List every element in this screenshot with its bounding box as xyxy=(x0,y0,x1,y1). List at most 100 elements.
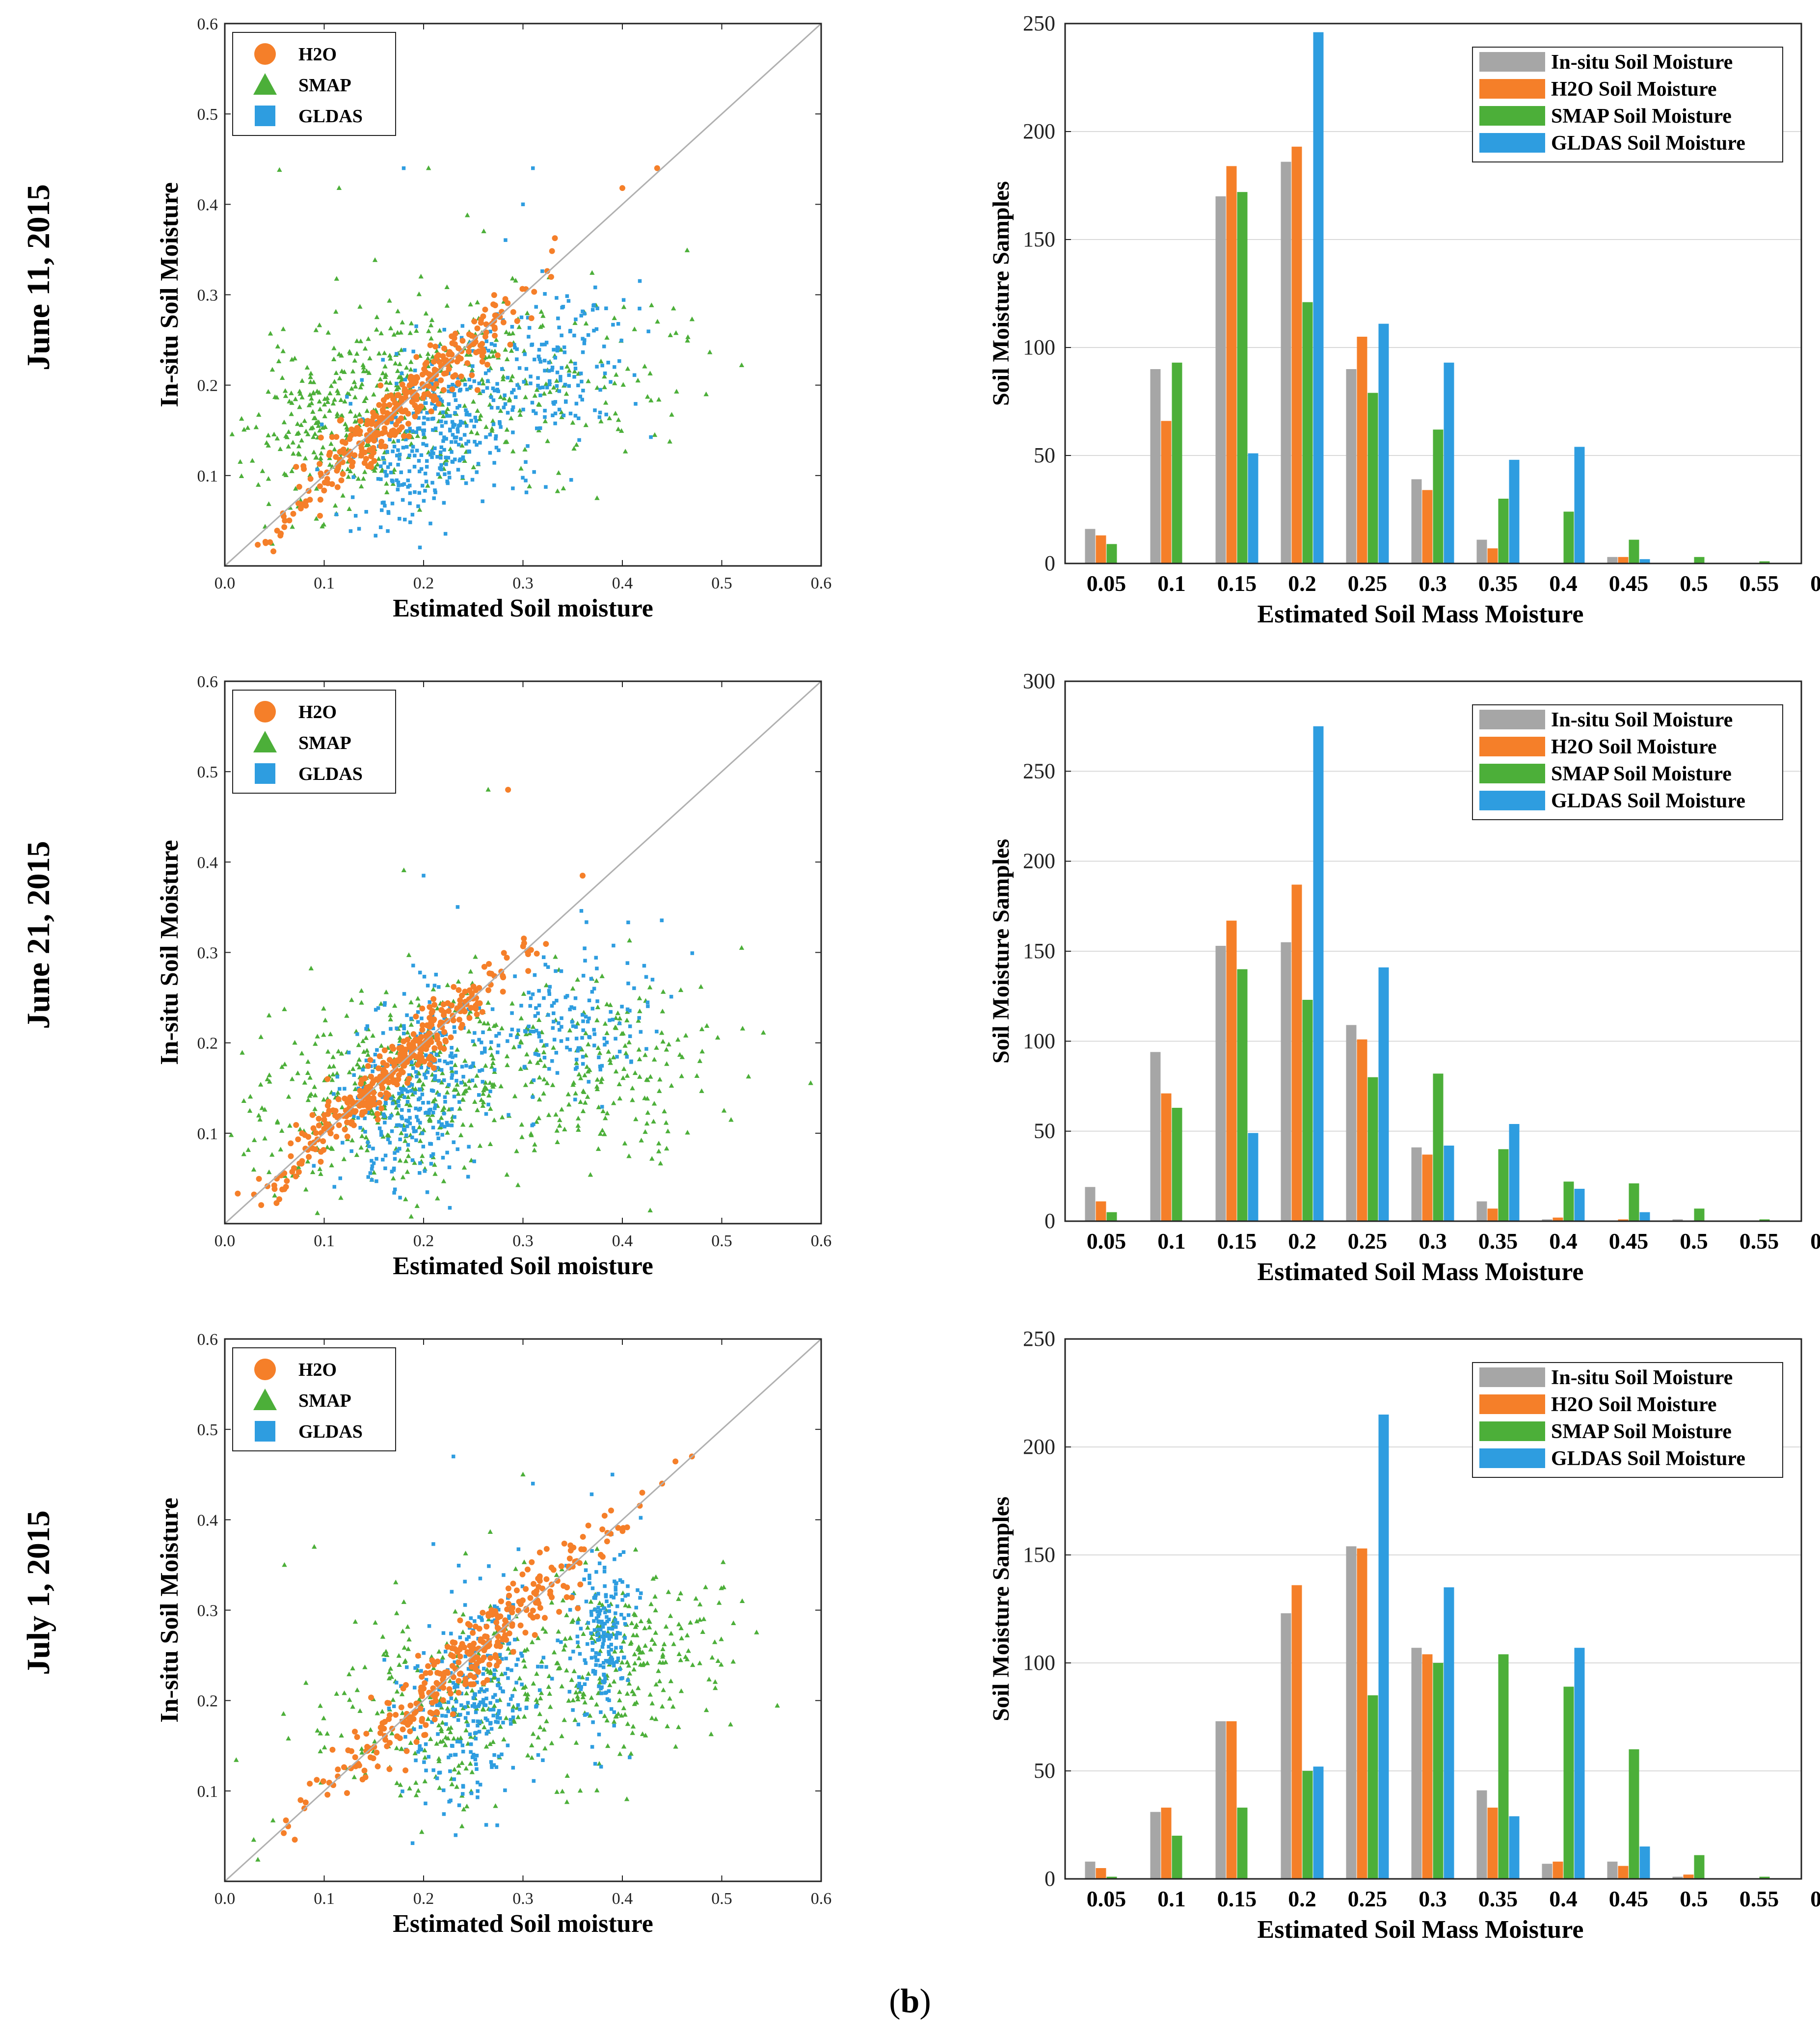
smap-point xyxy=(408,1022,414,1027)
smap-point xyxy=(389,1674,394,1679)
gldas-point xyxy=(395,454,399,457)
gldas-point xyxy=(524,1706,529,1710)
bar xyxy=(1357,1548,1367,1879)
smap-point xyxy=(562,1636,568,1641)
h2o-point xyxy=(423,1670,429,1676)
plot-frame xyxy=(1064,23,1802,564)
gldas-point xyxy=(625,961,630,965)
h2o-point xyxy=(481,1680,487,1686)
scatter-plot: 0.0 0.1 0.2 0.3 0.4 0.5 0.60.10.20.30.40.50.6E… xyxy=(156,1331,831,1938)
gldas-point xyxy=(611,322,615,327)
gldas-point xyxy=(451,382,455,387)
h2o-point xyxy=(483,329,489,336)
plot-frame xyxy=(1064,1338,1802,1880)
h2o-point xyxy=(522,1630,529,1636)
gldas-point xyxy=(411,349,415,353)
x-tick-label: 0.0 xyxy=(214,574,236,592)
smap-point xyxy=(448,446,453,452)
gldas-point xyxy=(355,1032,359,1036)
gldas-point xyxy=(478,1069,482,1073)
smap-point xyxy=(240,1050,245,1055)
smap-point xyxy=(678,1590,684,1596)
gldas-point xyxy=(358,1125,362,1130)
smap-point xyxy=(369,1107,375,1113)
gldas-point xyxy=(474,1762,478,1766)
smap-point xyxy=(437,1785,442,1790)
gldas-point xyxy=(554,1051,559,1055)
gldas-point xyxy=(348,529,353,533)
smap-point xyxy=(251,1137,257,1142)
smap-point xyxy=(428,336,434,341)
gldas-point xyxy=(598,388,602,392)
smap-point xyxy=(600,1127,605,1133)
gldas-point xyxy=(455,1739,459,1743)
legend-label: GLDAS xyxy=(298,764,363,784)
legend-label: SMAP xyxy=(298,1391,351,1411)
y-tick-label: 0.4 xyxy=(197,854,218,872)
gldas-point xyxy=(459,1703,463,1707)
gldas-point xyxy=(623,1636,627,1640)
gldas-point xyxy=(402,1031,406,1036)
gldas-point xyxy=(552,348,556,352)
h2o-point xyxy=(389,1043,396,1050)
smap-point xyxy=(305,1070,311,1075)
x-category-label: 0.25 xyxy=(1348,1886,1388,1911)
smap-point xyxy=(505,1062,510,1068)
h2o-point xyxy=(401,433,407,439)
h2o-point xyxy=(333,454,339,460)
gldas-point xyxy=(461,1074,465,1079)
smap-point xyxy=(694,1073,700,1078)
smap-point xyxy=(401,1645,407,1650)
smap-point xyxy=(329,430,335,435)
h2o-point xyxy=(278,531,284,537)
gldas-point xyxy=(453,1030,457,1034)
smap-point xyxy=(362,469,368,474)
h2o-point xyxy=(441,1029,448,1035)
smap-point xyxy=(266,1013,272,1017)
smap-point xyxy=(389,1731,395,1736)
h2o-point xyxy=(449,340,455,347)
h2o-point xyxy=(324,1076,331,1082)
gldas-point xyxy=(422,975,427,979)
gldas-point xyxy=(484,1732,489,1736)
smap-point xyxy=(693,1596,699,1601)
gldas-point xyxy=(437,1120,441,1124)
smap-point xyxy=(617,1697,622,1703)
smap-point xyxy=(622,1043,628,1048)
smap-point xyxy=(694,1618,700,1624)
smap-point xyxy=(281,1711,286,1716)
gldas-point xyxy=(360,378,364,382)
bar xyxy=(1639,1846,1650,1879)
h2o-point xyxy=(419,1005,426,1012)
gldas-point xyxy=(392,445,397,449)
gldas-point xyxy=(448,1054,453,1058)
h2o-point xyxy=(469,372,475,378)
gldas-point xyxy=(480,1041,483,1044)
gldas-point xyxy=(489,395,493,399)
h2o-point xyxy=(378,443,384,450)
smap-point xyxy=(647,985,653,990)
gldas-point xyxy=(521,202,525,207)
gldas-point xyxy=(422,432,426,436)
h2o-point xyxy=(475,1646,482,1653)
smap-point xyxy=(688,1620,693,1625)
h2o-point xyxy=(386,1700,392,1707)
x-category-label: 0.6 xyxy=(1810,571,1820,596)
smap-point xyxy=(462,1058,468,1063)
h2o-point xyxy=(455,1689,462,1696)
gldas-point xyxy=(515,383,519,387)
gldas-point xyxy=(510,390,514,395)
gldas-point xyxy=(470,1078,475,1082)
smap-point xyxy=(289,1076,295,1081)
smap-point xyxy=(578,1075,584,1080)
bar xyxy=(1552,1217,1563,1221)
gldas-point xyxy=(532,1078,536,1082)
gldas-point xyxy=(583,338,587,342)
smap-point xyxy=(631,1666,637,1672)
smap-point xyxy=(258,1082,264,1087)
h2o-point xyxy=(400,1726,406,1733)
gldas-point xyxy=(477,1615,481,1619)
gldas-point xyxy=(567,373,571,377)
gldas-point xyxy=(556,316,560,321)
h2o-point xyxy=(427,1061,433,1068)
